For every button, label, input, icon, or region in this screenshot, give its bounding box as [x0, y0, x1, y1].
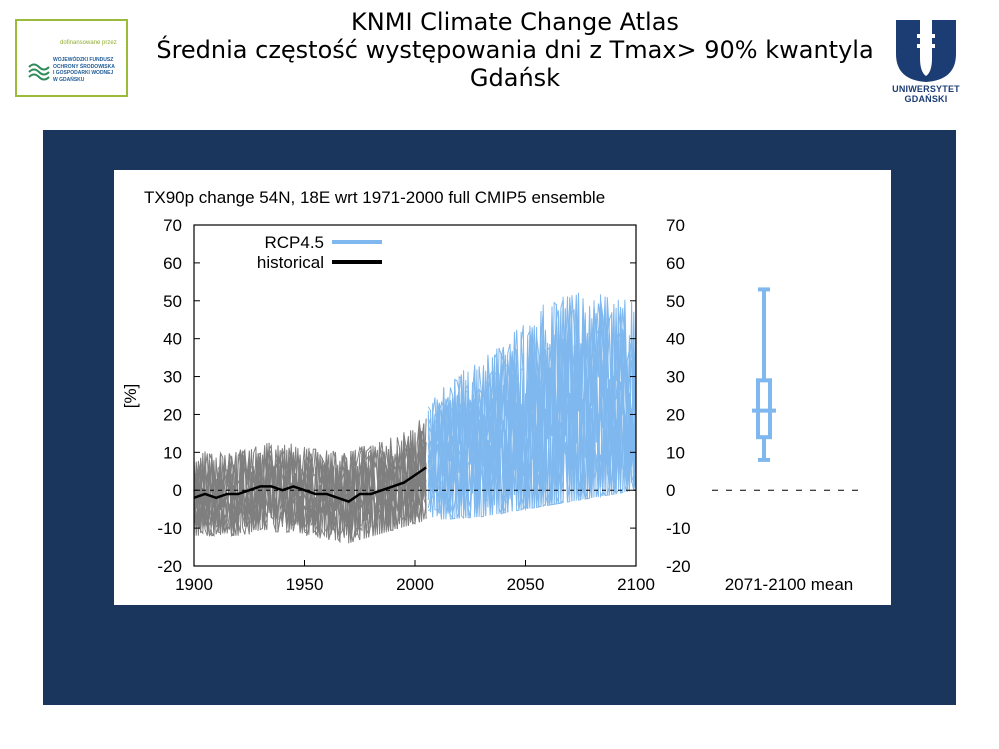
historical-member-line — [193, 436, 427, 538]
x-tick-label: 2000 — [396, 575, 434, 594]
y-tick-label: -20 — [157, 557, 182, 576]
wfosigw-wave-icon — [28, 63, 50, 81]
rcp45-member-line — [427, 297, 637, 515]
y-tick-label-right: 40 — [666, 330, 685, 349]
axes-layer: 1900 1950 2000 2050 2100-20 -20-10 -100 010 1020… — [157, 216, 690, 594]
side-panel — [712, 287, 859, 491]
ug-shield-icon — [896, 20, 956, 82]
chart-title: TX90p change 54N, 18E wrt 1971-2000 full… — [144, 188, 605, 207]
chart-svg: 1900 1950 2000 2050 2100-20 -20-10 -100 010 1020… — [121, 188, 859, 594]
sponsor-logo: dofinansowane przez WOJEWÓDZKI FUNDUSZ O… — [15, 19, 128, 97]
y-tick-label-right: 20 — [666, 405, 685, 424]
y-tick-label: 60 — [163, 254, 182, 273]
series-lines-layer — [193, 466, 427, 503]
y-tick-label: 0 — [173, 481, 182, 500]
historical-mean-line — [193, 466, 427, 503]
y-tick-label: 20 — [163, 405, 182, 424]
sponsor-caption: dofinansowane przez — [60, 40, 117, 46]
x-tick-label: 1950 — [286, 575, 324, 594]
y-tick-label-right: 60 — [666, 254, 685, 273]
y-tick-label-right: 30 — [666, 368, 685, 387]
y-tick-label-right: 0 — [666, 481, 675, 500]
ensemble-members-layer — [193, 292, 637, 544]
y-tick-label: 30 — [163, 368, 182, 387]
chart: 1900 1950 2000 2050 2100 -20 -20 -10 -10 0 0 10 10 20… — [114, 170, 891, 605]
historical-member-line — [193, 428, 427, 544]
legend-background — [226, 230, 386, 272]
y-tick-label-right: 50 — [666, 292, 685, 311]
y-tick-label: 70 — [163, 216, 182, 235]
header-location: Gdańsk — [469, 64, 561, 92]
y-axis-label: [%] — [121, 384, 140, 409]
header-subtitle: Średnia częstość występowania dni z Tmax… — [156, 36, 874, 64]
university-logo: UNIWERSYTET GDAŃSKI — [870, 14, 982, 104]
legend-label-historical: historical — [257, 253, 324, 272]
legend-label-rcp45: RCP4.5 — [264, 233, 324, 252]
y-tick-label-right: -20 — [666, 557, 691, 576]
header-title: KNMI Climate Change Atlas — [351, 8, 679, 36]
y-tick-label-right: -10 — [666, 519, 691, 538]
x-tick-label: 2100 — [617, 575, 655, 594]
sponsor-fund-name: WOJEWÓDZKI FUNDUSZ OCHRONY ŚRODOWISKA I … — [53, 57, 115, 83]
university-name: UNIWERSYTET GDAŃSKI — [892, 84, 960, 104]
rcp45-member-line — [427, 306, 637, 520]
side-panel-label: 2071-2100 mean — [725, 575, 854, 594]
y-tick-label-right: 70 — [666, 216, 685, 235]
x-tick-label: 1900 — [175, 575, 213, 594]
y-tick-label: 40 — [163, 330, 182, 349]
y-tick-label: -10 — [157, 519, 182, 538]
rcp45-member-line — [427, 301, 637, 520]
y-tick-label-right: 10 — [666, 443, 685, 462]
y-tick-label: 10 — [163, 443, 182, 462]
x-tick-label: 2050 — [507, 575, 545, 594]
page-header: KNMI Climate Change Atlas Średnia często… — [150, 8, 880, 92]
y-tick-label: 50 — [163, 292, 182, 311]
